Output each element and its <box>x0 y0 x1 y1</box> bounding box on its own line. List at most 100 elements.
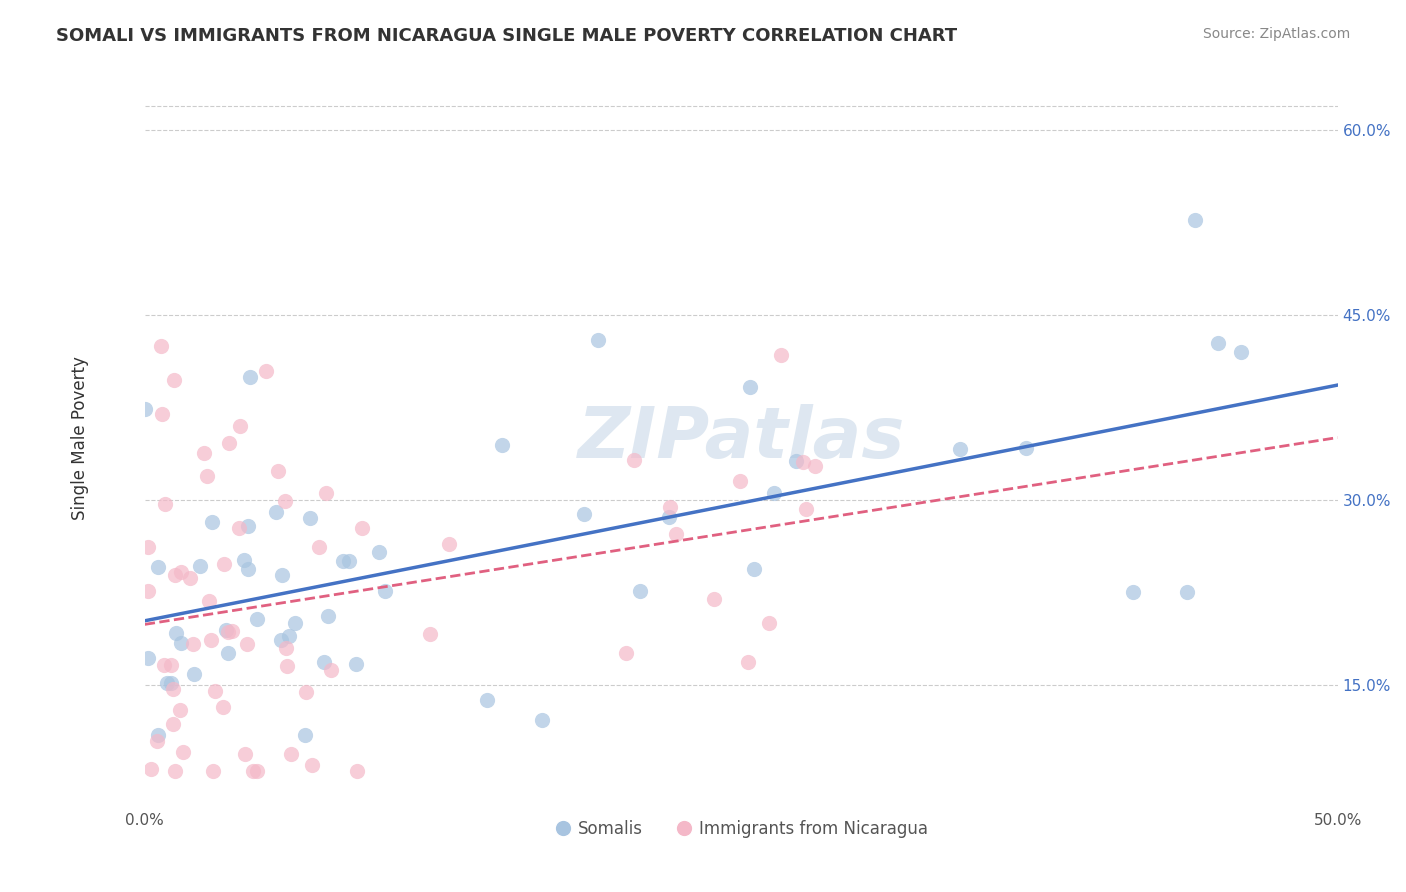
Point <box>162 681 184 696</box>
Point <box>477 693 499 707</box>
Point <box>658 510 681 524</box>
Point <box>217 646 239 660</box>
Point <box>198 593 221 607</box>
Point <box>785 454 807 468</box>
Point <box>737 655 759 669</box>
Point <box>623 453 645 467</box>
Point <box>742 561 765 575</box>
Point <box>1122 585 1144 599</box>
Point <box>373 584 395 599</box>
Point <box>233 747 256 761</box>
Point <box>1184 213 1206 227</box>
Point <box>276 658 298 673</box>
Point <box>246 764 269 779</box>
Point <box>145 733 167 747</box>
Point <box>195 468 218 483</box>
Point <box>572 507 595 521</box>
Point <box>270 633 292 648</box>
Point <box>280 747 302 762</box>
Point <box>316 609 339 624</box>
Point <box>217 625 239 640</box>
Point <box>236 562 259 576</box>
Point <box>266 464 288 478</box>
Point <box>352 521 374 535</box>
Point <box>728 475 751 489</box>
Point <box>211 700 233 714</box>
Point <box>949 442 972 457</box>
Point <box>200 633 222 648</box>
Point <box>221 624 243 638</box>
Point <box>274 640 297 655</box>
Point <box>152 657 174 672</box>
Point <box>172 745 194 759</box>
Point <box>141 763 163 777</box>
Point <box>170 566 193 580</box>
Point <box>148 728 170 742</box>
Point <box>239 370 262 384</box>
Point <box>138 584 160 599</box>
Point <box>156 676 179 690</box>
Point <box>301 758 323 772</box>
Point <box>274 494 297 508</box>
Point <box>294 728 316 742</box>
Point <box>586 333 609 347</box>
Point <box>346 764 368 779</box>
Point <box>271 567 294 582</box>
Point <box>163 764 186 779</box>
Point <box>170 636 193 650</box>
Point <box>792 455 814 469</box>
Point <box>738 380 761 394</box>
Point <box>165 626 187 640</box>
Point <box>803 458 825 473</box>
Point <box>299 511 322 525</box>
Point <box>254 364 277 378</box>
Point <box>160 658 183 673</box>
Point <box>284 615 307 630</box>
Point <box>770 348 793 362</box>
Point <box>794 502 817 516</box>
Point <box>630 584 652 599</box>
Point <box>236 518 259 533</box>
Point <box>193 446 215 460</box>
Point <box>614 647 637 661</box>
Point <box>136 650 159 665</box>
Point <box>1014 442 1036 456</box>
Point <box>277 629 299 643</box>
Point <box>1175 585 1198 599</box>
Point <box>703 592 725 607</box>
Point <box>201 515 224 529</box>
Point <box>665 527 688 541</box>
Point <box>266 505 288 519</box>
Point <box>150 339 173 353</box>
Point <box>136 540 159 554</box>
Point <box>181 637 204 651</box>
Point <box>165 567 187 582</box>
Point <box>134 402 156 417</box>
Point <box>491 437 513 451</box>
Point <box>332 554 354 568</box>
Point <box>339 554 361 568</box>
Point <box>314 655 336 669</box>
Point <box>183 667 205 681</box>
Point <box>344 657 367 672</box>
Point <box>530 714 553 728</box>
Point <box>188 558 211 573</box>
Point <box>201 764 224 779</box>
Point <box>162 717 184 731</box>
Point <box>368 545 391 559</box>
Point <box>163 373 186 387</box>
Point <box>1206 336 1229 351</box>
Point <box>212 558 235 572</box>
Legend: Somalis, Immigrants from Nicaragua: Somalis, Immigrants from Nicaragua <box>547 814 935 845</box>
Point <box>169 703 191 717</box>
Point <box>242 764 264 779</box>
Point <box>419 626 441 640</box>
Point <box>437 537 460 551</box>
Point <box>295 685 318 699</box>
Point <box>150 407 173 421</box>
Point <box>232 553 254 567</box>
Point <box>228 521 250 535</box>
Point <box>308 540 330 554</box>
Point <box>179 571 201 585</box>
Point <box>763 486 786 500</box>
